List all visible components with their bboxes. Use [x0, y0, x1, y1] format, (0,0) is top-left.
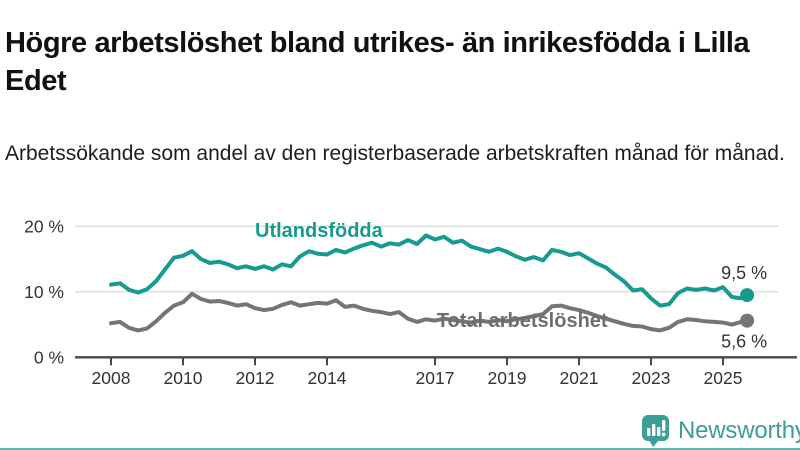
series-line-total	[109, 291, 750, 333]
brand-footer: Newsworthy	[641, 414, 800, 448]
series-name-label: Total arbetslöshet	[437, 310, 608, 332]
x-tick-label: 2023	[632, 368, 671, 388]
end-value-label: 9,5 %	[721, 263, 767, 283]
page-title: Högre arbetslöshet bland utrikes- än inr…	[5, 27, 750, 98]
bottom-accent-bar	[0, 448, 800, 450]
x-tick-label: 2010	[164, 368, 203, 388]
x-tick-label: 2012	[236, 368, 275, 388]
x-tick-label: 2019	[488, 368, 527, 388]
brand-name: Newsworthy	[678, 417, 800, 444]
chart-subtitle: Arbetssökande som andel av den registerb…	[5, 142, 785, 165]
series-line-utlandsfodda	[109, 233, 750, 308]
newsworthy-logo-icon	[642, 415, 669, 447]
x-tick-label: 2014	[308, 368, 347, 388]
x-tick-label: 2008	[92, 368, 131, 388]
line-chart: 0 % 10 % 20 % 2008 2010 2012 2014 2017 2019 2021 2…	[0, 200, 800, 395]
x-tick-label: 2025	[704, 368, 743, 388]
x-tick-label: 2021	[560, 368, 599, 388]
end-value-label: 5,6 %	[721, 332, 767, 352]
y-tick-label: 10 %	[24, 282, 64, 302]
chart-canvas: 0 % 10 % 20 % 2008 2010 2012 2014 2017 2019 2021 2…	[24, 216, 797, 388]
y-tick-label: 20 %	[24, 216, 64, 236]
series-end-dot	[740, 288, 755, 303]
x-tick-label: 2017	[416, 368, 455, 388]
y-tick-label: 0 %	[34, 347, 64, 367]
series-end-dot	[740, 313, 755, 328]
series-name-label: Utlandsfödda	[255, 220, 384, 242]
